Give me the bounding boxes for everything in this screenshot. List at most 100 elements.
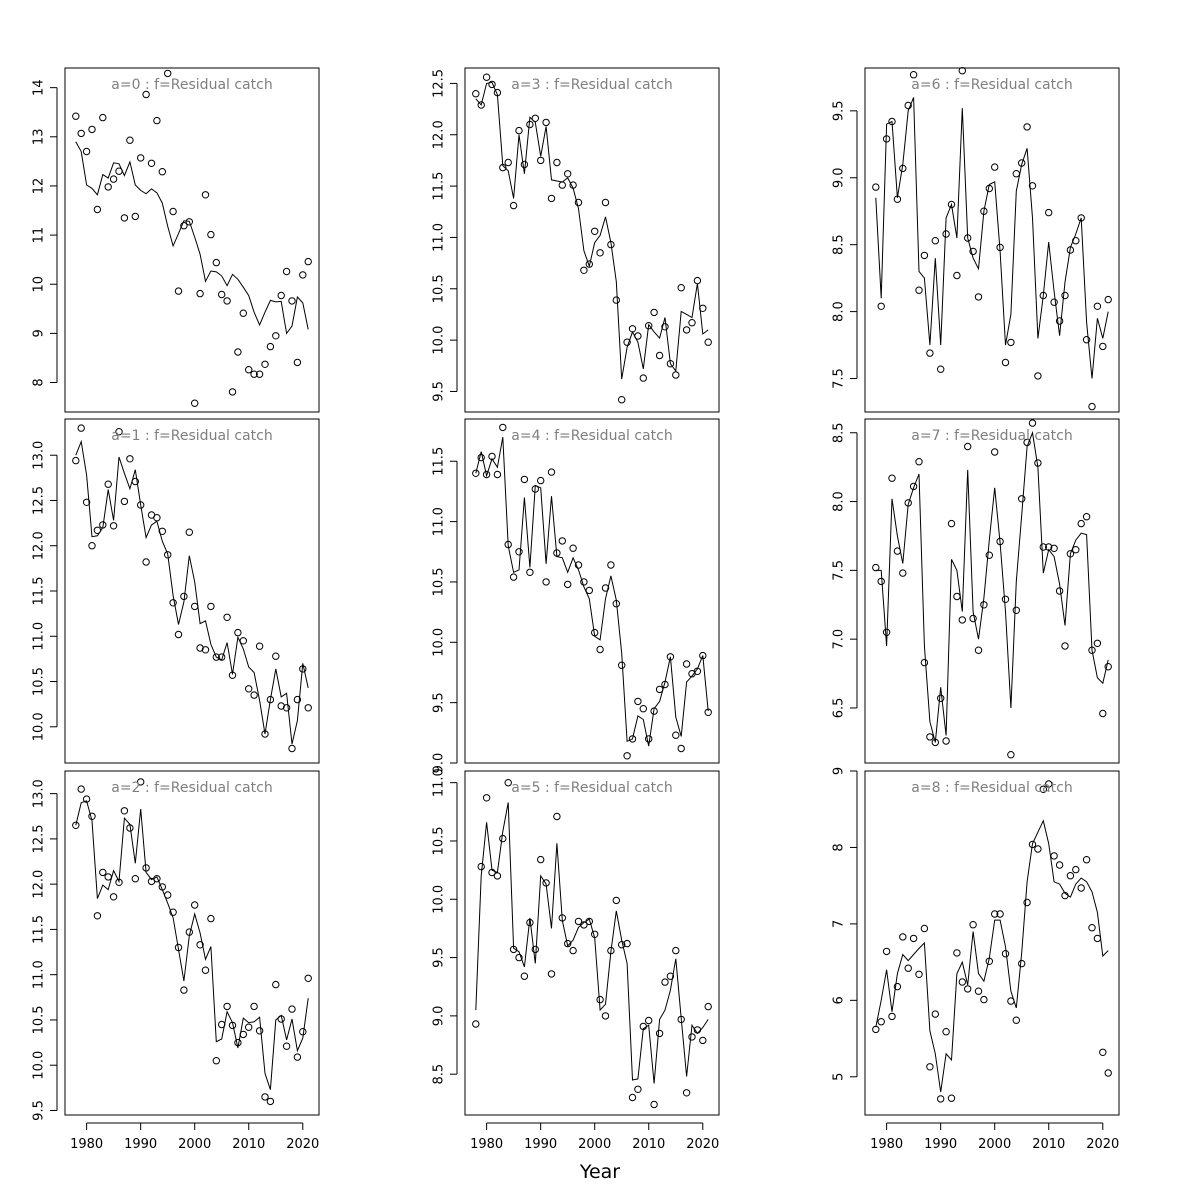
data-point bbox=[104, 480, 112, 488]
data-point bbox=[158, 168, 167, 176]
data-point bbox=[596, 249, 604, 257]
data-point bbox=[255, 642, 264, 650]
data-point bbox=[1066, 550, 1075, 558]
data-point bbox=[482, 73, 491, 81]
data-point bbox=[207, 602, 215, 611]
data-point bbox=[882, 947, 891, 956]
data-point bbox=[634, 1085, 642, 1094]
data-point bbox=[574, 561, 583, 569]
data-point bbox=[191, 602, 199, 611]
data-point bbox=[937, 1095, 945, 1103]
data-point bbox=[974, 293, 983, 301]
data-point bbox=[477, 453, 485, 462]
data-point bbox=[1018, 959, 1026, 968]
y-tick-label: 11.0 bbox=[32, 960, 47, 989]
data-point bbox=[931, 1010, 939, 1018]
data-point bbox=[601, 1012, 610, 1020]
data-point bbox=[304, 257, 312, 266]
data-point bbox=[277, 702, 285, 710]
y-tick-label: 8.0 bbox=[832, 491, 847, 512]
data-point bbox=[1093, 934, 1102, 943]
data-point bbox=[682, 660, 691, 668]
data-point bbox=[704, 1002, 712, 1011]
panel-title: a=2 : f=Residual catch bbox=[111, 780, 272, 796]
data-point bbox=[574, 198, 583, 207]
data-point bbox=[477, 862, 485, 871]
y-tick-label: 8 bbox=[32, 378, 47, 386]
y-tick-label: 12.0 bbox=[32, 531, 47, 560]
y-tick-label: 8 bbox=[832, 843, 847, 851]
data-point bbox=[164, 69, 172, 78]
y-tick-label: 9.0 bbox=[432, 1006, 447, 1027]
data-point bbox=[639, 1022, 647, 1031]
y-tick-label: 7.5 bbox=[832, 560, 847, 581]
data-point bbox=[677, 284, 685, 292]
data-point bbox=[1001, 950, 1010, 958]
data-point bbox=[115, 428, 123, 436]
data-point bbox=[888, 117, 896, 126]
data-point bbox=[180, 986, 188, 994]
x-tick-label: 1990 bbox=[124, 1137, 157, 1152]
data-point bbox=[196, 644, 204, 652]
data-point bbox=[596, 645, 604, 654]
data-point bbox=[655, 1029, 664, 1038]
data-point bbox=[82, 498, 91, 506]
data-point bbox=[872, 183, 880, 191]
y-tick-label: 5 bbox=[832, 1073, 847, 1081]
data-point bbox=[88, 812, 96, 820]
y-tick-label: 8.5 bbox=[832, 422, 847, 443]
y-tick-label: 8.5 bbox=[432, 1064, 447, 1085]
y-tick-label: 11.0 bbox=[432, 223, 447, 252]
data-point bbox=[493, 88, 502, 97]
data-point bbox=[915, 458, 923, 466]
data-point bbox=[472, 90, 480, 98]
data-point bbox=[288, 744, 296, 753]
data-point bbox=[1028, 840, 1037, 849]
plot-frame bbox=[464, 418, 720, 764]
data-point bbox=[574, 917, 583, 926]
data-point bbox=[261, 730, 269, 738]
data-point bbox=[1082, 513, 1091, 521]
data-point bbox=[985, 184, 993, 193]
chart-panel-5: 8.5 9.0 9.5 10.0 10.5 11.0 1980 1990 2000 2010 202… bbox=[432, 768, 720, 1152]
data-point bbox=[1061, 891, 1069, 900]
data-point bbox=[569, 946, 577, 955]
data-point bbox=[137, 501, 145, 509]
data-point bbox=[299, 665, 307, 673]
data-point bbox=[212, 258, 221, 267]
data-point bbox=[509, 945, 518, 954]
y-tick-label: 9.5 bbox=[832, 100, 847, 121]
plot-frame bbox=[64, 418, 320, 764]
data-point bbox=[180, 222, 188, 230]
data-point bbox=[126, 824, 134, 832]
data-point bbox=[558, 537, 566, 545]
data-point bbox=[909, 934, 918, 943]
y-tick-label: 6 bbox=[832, 996, 847, 1004]
data-point bbox=[288, 1005, 296, 1013]
y-tick-label: 13.0 bbox=[32, 441, 47, 470]
data-point bbox=[931, 738, 939, 747]
data-point bbox=[212, 653, 221, 661]
chart-panel-6: 7.5 8.0 8.5 9.0 9.5 a=6 : f=Residual catch bbox=[832, 67, 1120, 413]
y-tick-label: 11.5 bbox=[432, 172, 447, 201]
data-point bbox=[299, 1028, 307, 1036]
data-point bbox=[661, 323, 669, 331]
data-point bbox=[1061, 642, 1069, 650]
data-point bbox=[634, 697, 642, 706]
data-point bbox=[1072, 865, 1080, 874]
panel-title: a=5 : f=Residual catch bbox=[511, 780, 672, 796]
data-point bbox=[585, 586, 593, 595]
data-point bbox=[893, 195, 902, 203]
data-point bbox=[661, 680, 669, 689]
data-point bbox=[126, 455, 134, 463]
y-tick-label: 11 bbox=[32, 227, 47, 244]
data-point bbox=[120, 214, 129, 222]
data-point bbox=[109, 175, 118, 183]
data-point bbox=[904, 499, 912, 507]
data-point bbox=[515, 126, 523, 135]
data-point bbox=[272, 980, 280, 989]
panel-title: a=7 : f=Residual catch bbox=[911, 428, 1072, 444]
data-point bbox=[920, 251, 929, 260]
data-point bbox=[218, 290, 226, 299]
y-tick-label: 9.5 bbox=[432, 947, 447, 968]
